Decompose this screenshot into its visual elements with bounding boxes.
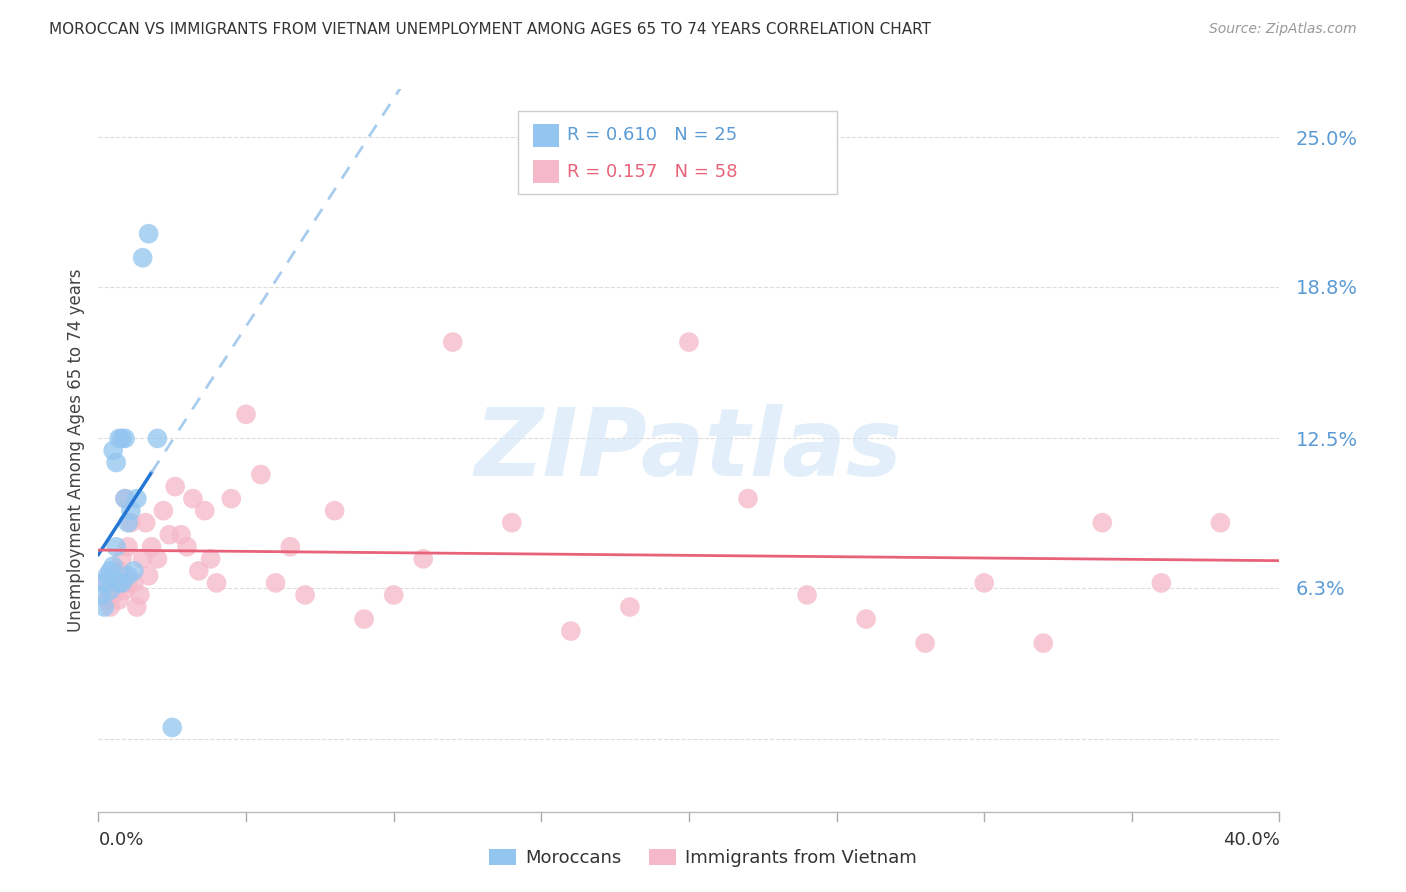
Point [114,583,136,598]
Point [205,576,228,591]
Point [114,432,136,446]
Point [114,491,136,506]
Point [441,334,464,349]
Point [108,432,131,446]
Point [90,588,112,602]
Text: R = 0.157   N = 58: R = 0.157 N = 58 [567,162,738,180]
Point [132,251,155,265]
Point [105,455,128,469]
Text: MOROCCAN VS IMMIGRANTS FROM VIETNAM UNEMPLOYMENT AMONG AGES 65 TO 74 YEARS CORRE: MOROCCAN VS IMMIGRANTS FROM VIETNAM UNEM… [49,22,931,37]
Point [117,540,139,554]
Point [170,528,193,542]
Point [122,576,145,591]
Bar [533,124,560,147]
Text: ZIPatlas: ZIPatlas [475,404,903,497]
Point [111,576,134,591]
Point [128,588,150,602]
Point [138,568,160,582]
Text: 0.0%: 0.0% [98,831,143,849]
Point [108,592,131,607]
Point [181,491,204,506]
Point [98,599,121,614]
Point [280,540,302,554]
Point [1091,516,1114,530]
Point [141,540,163,554]
Point [194,503,217,517]
Point [111,551,134,566]
Point [125,491,148,506]
Point [93,576,115,591]
Point [914,636,936,650]
Point [138,227,160,241]
Text: 40.0%: 40.0% [1223,831,1279,849]
Bar [533,160,560,183]
Point [855,612,877,626]
Point [353,612,375,626]
Point [619,599,641,614]
Point [111,432,134,446]
Point [117,568,139,582]
Point [146,432,169,446]
Point [146,551,169,566]
Point [105,540,128,554]
Point [125,599,148,614]
Point [120,516,142,530]
Point [501,516,523,530]
Point [264,576,287,591]
Point [165,480,187,494]
Point [187,564,209,578]
Point [412,551,434,566]
Point [796,588,818,602]
Point [93,576,115,591]
Point [132,551,155,566]
Point [235,407,257,422]
Point [105,583,128,598]
Point [103,559,125,574]
Point [1150,576,1173,591]
Point [250,467,273,482]
Point [98,583,121,598]
Point [122,564,145,578]
Point [678,334,700,349]
Point [93,599,115,614]
Point [152,503,174,517]
FancyBboxPatch shape [517,111,837,194]
Point [176,540,198,554]
Point [120,503,142,517]
Point [135,516,157,530]
Text: Source: ZipAtlas.com: Source: ZipAtlas.com [1209,22,1357,37]
Point [1032,636,1054,650]
Point [103,588,125,602]
Point [117,576,139,591]
Point [560,624,582,639]
Point [294,588,316,602]
Point [200,551,222,566]
Y-axis label: Unemployment Among Ages 65 to 74 years: Unemployment Among Ages 65 to 74 years [66,268,84,632]
Point [382,588,405,602]
Point [103,443,125,458]
Point [221,491,243,506]
Point [114,491,136,506]
Point [1209,516,1232,530]
Point [98,564,121,578]
Point [737,491,759,506]
Point [108,576,131,591]
Point [96,592,118,607]
Text: R = 0.610   N = 25: R = 0.610 N = 25 [567,127,738,145]
Point [96,568,118,582]
Point [323,503,346,517]
Legend: Moroccans, Immigrants from Vietnam: Moroccans, Immigrants from Vietnam [482,841,924,874]
Point [108,564,131,578]
Point [162,721,183,735]
Point [157,528,180,542]
Point [973,576,995,591]
Point [117,516,139,530]
